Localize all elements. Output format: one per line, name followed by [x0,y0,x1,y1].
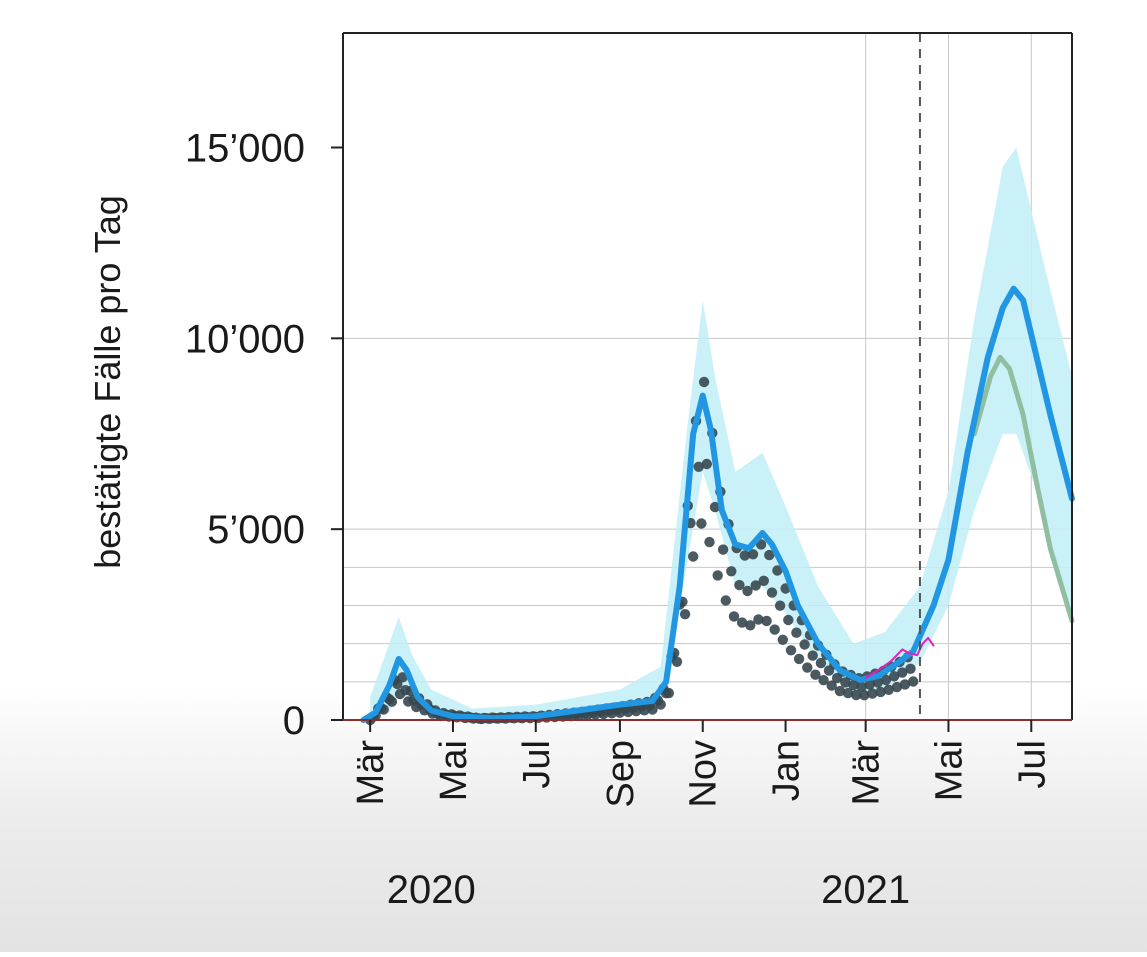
observed-point [647,704,658,715]
observed-point [793,653,805,665]
year-label: 2021 [821,868,910,912]
observed-point [663,687,674,699]
observed-point [753,614,764,625]
y-axis-ticks: 0 5’000 10’000 15’000 [185,127,343,743]
observed-point [717,544,729,555]
observed-point [739,550,750,561]
recent-cases-line [864,636,935,679]
x-tick-label: Jan [766,740,808,801]
observed-point [867,688,878,699]
x-axis-ticks: Mär Mai Jul Sep Nov Jan Mär Mai Jul [350,720,1053,808]
observed-point [905,663,916,674]
observed-point [655,699,666,710]
observed-point [840,677,851,688]
observed-point [774,600,786,611]
observed-point [766,587,778,598]
observed-point [883,684,894,695]
observed-point [736,617,748,628]
observed-point [851,689,862,701]
observed-point [742,585,753,597]
observed-point [709,501,721,513]
observed-point [693,461,704,472]
observed-point [834,685,846,697]
x-tick-label: Sep [600,740,642,808]
observed-point [899,679,911,690]
observed-point [807,650,818,661]
observed-point [802,662,813,673]
observed-point [720,595,731,606]
x-tick-label: Mär [350,740,392,806]
observed-point [872,677,884,688]
observed-point [864,679,875,690]
observed-point [859,690,870,701]
observed-point [815,657,827,669]
x-tick-label: Nov [683,740,725,808]
year-label: 2020 [387,868,476,912]
y-axis-label: bestätigte Fälle pro Tag [87,195,128,569]
x-tick-label: Mai [929,740,971,801]
observed-point [891,681,903,693]
uncertainty-band-area [370,147,1072,720]
observed-point [747,549,759,560]
y-tick-label: 0 [283,699,305,743]
observed-point [880,674,892,686]
uncertainty-band [370,147,1072,720]
observed-point [761,615,772,627]
y-tick-label: 10’000 [185,317,305,361]
observed-point [758,575,769,586]
y-tick-label: 5’000 [207,508,305,552]
observed-point [698,376,710,388]
alt-scenario-line [971,354,1075,624]
x-tick-label: Mai [433,740,475,801]
observed-point [842,687,854,699]
observed-point [908,676,919,687]
observed-point [889,671,900,682]
observed-point [696,518,707,529]
observed-point [826,680,837,691]
observed-point [671,656,683,667]
observed-point [726,566,737,577]
observed-point [777,634,788,645]
observed-point [875,686,886,698]
x-tick-label: Jul [516,740,558,789]
observed-point [728,611,740,622]
observed-point [704,536,715,548]
y-tick-label: 15’000 [185,127,305,171]
observed-point [688,551,699,562]
observed-point [712,570,723,581]
x-tick-label: Jul [1011,740,1053,789]
observed-point [764,549,775,561]
observed-point [701,458,712,470]
observed-point [783,614,794,626]
series-lines [360,33,1075,723]
observed-point [897,667,908,678]
observed-point [734,579,745,591]
observed-point [791,627,802,638]
observed-point [799,639,810,650]
observed-point [679,609,691,620]
observed-point [745,620,756,631]
observed-point [818,675,829,686]
x-tick-label: Mär [846,740,888,806]
observed-point [386,696,398,707]
observed-point [810,669,821,680]
year-labels: 2020 2021 [387,868,910,912]
observed-point [397,672,408,683]
observed-point [856,681,867,692]
observed-point [772,565,783,576]
observed-point [750,580,761,591]
observed-point [785,645,797,656]
observed-point [769,624,780,635]
model-line [360,285,1075,723]
